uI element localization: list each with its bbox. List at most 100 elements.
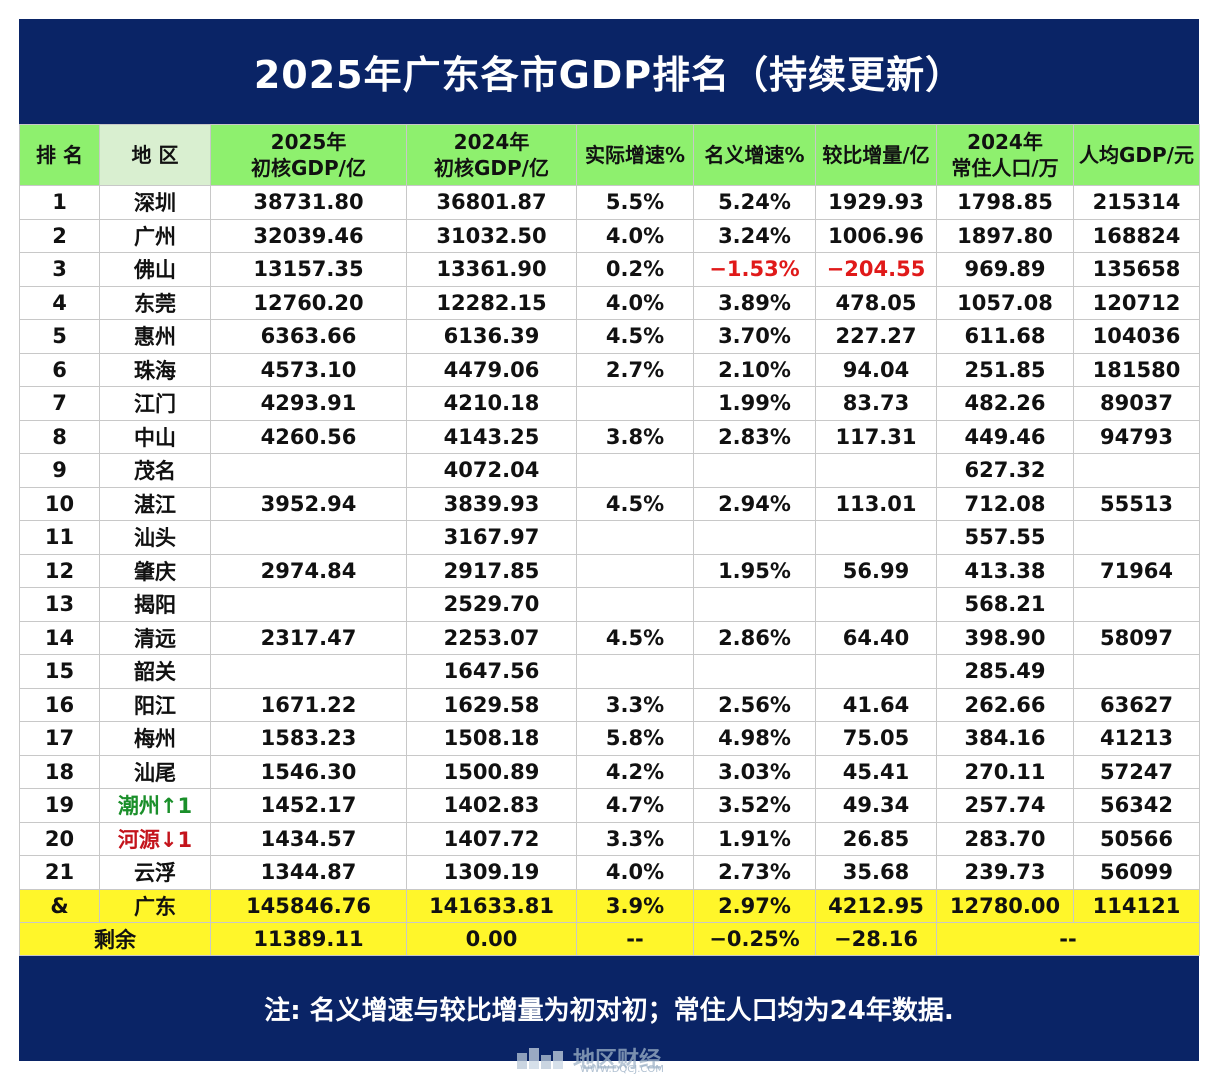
gdp-2025-cell: 1546.30: [210, 754, 407, 789]
real-growth-cell: 4.0%: [576, 855, 694, 890]
city-cell: 肇庆: [99, 553, 211, 588]
gdp-2025-cell: 1344.87: [210, 855, 407, 890]
table-row: 17 梅州 1583.23 1508.18 5.8% 4.98% 75.05 384.16 41…: [19, 721, 1200, 756]
gdp-2024-cell: 2253.07: [406, 620, 577, 655]
gdp-2025-cell: 1671.22: [210, 687, 407, 722]
table-row: 11 汕头 3167.97 557.55: [19, 520, 1200, 555]
table-row: 19 潮州↑1 1452.17 1402.83 4.7% 3.52% 49.34 257.74…: [19, 788, 1200, 823]
gdp-2024-cell: 1647.56: [406, 654, 577, 689]
increment-cell: 64.40: [815, 620, 937, 655]
nominal-growth-cell: 2.56%: [693, 687, 816, 722]
table-row: 7 江门 4293.91 4210.18 1.99% 83.73 482.26 89037: [19, 386, 1200, 421]
population-cell: 1057.08: [936, 285, 1074, 320]
table-row: 4 东莞 12760.20 12282.15 4.0% 3.89% 478.05 1057.0…: [19, 285, 1200, 320]
city-cell: 汕尾: [99, 754, 211, 789]
gdp-2025-cell: 4293.91: [210, 386, 407, 421]
gdp-2024-cell: 1407.72: [406, 821, 577, 856]
per-capita-cell: [1073, 453, 1200, 488]
table-row: 21 云浮 1344.87 1309.19 4.0% 2.73% 35.68 239.73 56…: [19, 855, 1200, 890]
gdp-2024-cell: 3167.97: [406, 520, 577, 555]
rank-cell: 10: [19, 486, 100, 521]
gdp-2024-cell: 1402.83: [406, 788, 577, 823]
city-cell: 珠海: [99, 352, 211, 387]
population-cell: 283.70: [936, 821, 1074, 856]
header-nominal-growth: 名义增速%: [693, 124, 816, 186]
city-cell: 云浮: [99, 855, 211, 890]
remainder-nominal-growth: −0.25%: [693, 921, 816, 956]
header-population-line2: 常住人口/万: [951, 156, 1059, 180]
per-capita-cell: 181580: [1073, 352, 1200, 387]
city-cell: 清远: [99, 620, 211, 655]
increment-cell: 1929.93: [815, 185, 937, 220]
population-cell: 1798.85: [936, 185, 1074, 220]
real-growth-cell: 4.2%: [576, 754, 694, 789]
table-row: 1 深圳 38731.80 36801.87 5.5% 5.24% 1929.93 1798.…: [19, 185, 1200, 220]
real-growth-cell: 4.5%: [576, 319, 694, 354]
city-cell: 广州: [99, 218, 211, 253]
watermark-text: 地区财经: [573, 1048, 662, 1073]
per-capita-cell: 89037: [1073, 386, 1200, 421]
population-cell: 384.16: [936, 721, 1074, 756]
gdp-2025-cell: 1434.57: [210, 821, 407, 856]
gdp-2025-cell: 1583.23: [210, 721, 407, 756]
city-cell: 梅州: [99, 721, 211, 756]
city-cell: 潮州↑1: [99, 788, 211, 823]
city-cell: 河源↓1: [99, 821, 211, 856]
gdp-2024-cell: 2917.85: [406, 553, 577, 588]
per-capita-cell: [1073, 654, 1200, 689]
per-capita-cell: 120712: [1073, 285, 1200, 320]
nominal-growth-cell: 3.03%: [693, 754, 816, 789]
total-city: 广东: [99, 888, 211, 923]
real-growth-cell: 5.5%: [576, 185, 694, 220]
gdp-2025-cell: [210, 654, 407, 689]
rank-cell: 21: [19, 855, 100, 890]
population-cell: 611.68: [936, 319, 1074, 354]
gdp-ranking-table: 排 名 地 区 2025年 初核GDP/亿 2024年 初核GDP/亿 实际增速…: [19, 124, 1200, 956]
real-growth-cell: 3.8%: [576, 419, 694, 454]
gdp-2025-cell: 4573.10: [210, 352, 407, 387]
increment-cell: −204.55: [815, 252, 937, 287]
total-nominal-growth: 2.97%: [693, 888, 816, 923]
increment-cell: 35.68: [815, 855, 937, 890]
nominal-growth-cell: [693, 654, 816, 689]
increment-cell: 1006.96: [815, 218, 937, 253]
increment-cell: 117.31: [815, 419, 937, 454]
real-growth-cell: 5.8%: [576, 721, 694, 756]
increment-cell: 56.99: [815, 553, 937, 588]
increment-cell: [815, 520, 937, 555]
city-cell: 韶关: [99, 654, 211, 689]
nominal-growth-cell: [693, 520, 816, 555]
city-cell: 湛江: [99, 486, 211, 521]
building-logo-icon: [517, 1048, 563, 1069]
nominal-growth-cell: 3.24%: [693, 218, 816, 253]
remainder-gdp-2024: 0.00: [406, 921, 577, 956]
table-row: 15 韶关 1647.56 285.49: [19, 654, 1200, 689]
nominal-growth-cell: 3.89%: [693, 285, 816, 320]
rank-cell: 17: [19, 721, 100, 756]
remainder-real-growth: --: [576, 921, 694, 956]
gdp-2024-cell: 12282.15: [406, 285, 577, 320]
per-capita-cell: 71964: [1073, 553, 1200, 588]
nominal-growth-cell: 3.70%: [693, 319, 816, 354]
remainder-increment: −28.16: [815, 921, 937, 956]
population-cell: 239.73: [936, 855, 1074, 890]
rank-cell: 20: [19, 821, 100, 856]
nominal-growth-cell: 2.83%: [693, 419, 816, 454]
increment-cell: 113.01: [815, 486, 937, 521]
rank-cell: 2: [19, 218, 100, 253]
population-cell: 251.85: [936, 352, 1074, 387]
gdp-2025-cell: [210, 453, 407, 488]
gdp-2025-cell: 1452.17: [210, 788, 407, 823]
rank-cell: 14: [19, 620, 100, 655]
nominal-growth-cell: 1.95%: [693, 553, 816, 588]
header-region: 地 区: [99, 124, 211, 186]
real-growth-cell: 4.5%: [576, 620, 694, 655]
rank-cell: 8: [19, 419, 100, 454]
city-cell: 揭阳: [99, 587, 211, 622]
gdp-2025-cell: 12760.20: [210, 285, 407, 320]
gdp-2024-cell: 1508.18: [406, 721, 577, 756]
rank-cell: 6: [19, 352, 100, 387]
gdp-2024-cell: 4210.18: [406, 386, 577, 421]
table-row: 10 湛江 3952.94 3839.93 4.5% 2.94% 113.01 712.08 5…: [19, 486, 1200, 521]
total-gdp-2024: 141633.81: [406, 888, 577, 923]
